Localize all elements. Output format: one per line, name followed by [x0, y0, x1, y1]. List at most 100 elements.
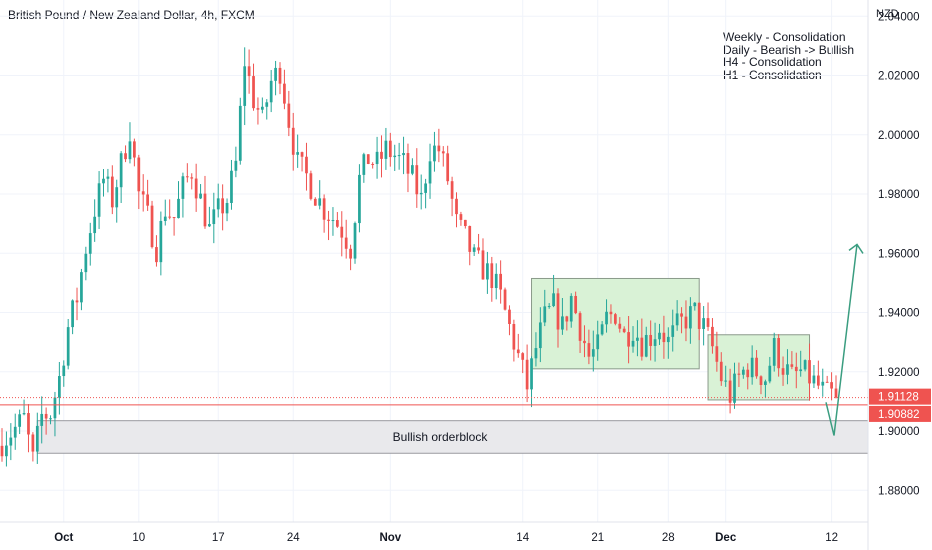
candle-body	[786, 364, 789, 375]
candle-body	[671, 325, 675, 337]
candle-body	[102, 178, 105, 184]
candle-body	[163, 216, 167, 221]
candle-body	[375, 151, 379, 165]
candle-body	[185, 176, 189, 178]
candle-body	[278, 67, 282, 84]
candle-body	[18, 414, 22, 427]
candle-body	[380, 151, 383, 159]
candle-body	[830, 382, 833, 389]
candle-body	[636, 337, 639, 341]
candle-body	[525, 359, 529, 390]
candle-body	[759, 376, 763, 385]
candle-body	[764, 381, 767, 385]
candle-body	[225, 202, 229, 214]
candle-body	[159, 220, 163, 263]
candle-body	[724, 380, 728, 382]
candle-body	[181, 176, 185, 199]
candle-body	[437, 145, 441, 152]
candle-body	[252, 76, 255, 109]
candle-body	[494, 273, 498, 289]
candle-body	[362, 154, 366, 175]
candle-body	[808, 360, 811, 384]
candle-body	[684, 316, 688, 329]
candle-body	[388, 140, 392, 158]
chart-title: British Pound / New Zealand Dollar, 4h, …	[8, 8, 255, 22]
candle-body	[411, 165, 414, 174]
candle-body	[512, 324, 516, 350]
candle-body	[574, 295, 578, 314]
candle-body	[71, 300, 74, 328]
candle-body	[538, 322, 542, 349]
candle-body	[640, 337, 644, 357]
price-badge	[869, 405, 931, 422]
candle-body	[291, 127, 295, 155]
candle-body	[5, 445, 8, 457]
candle-body	[53, 397, 57, 419]
candle-body	[468, 226, 472, 252]
note-daily: Daily - Bearish -> Bullish	[723, 42, 855, 57]
candle-body	[137, 157, 141, 192]
candle-body	[777, 338, 781, 369]
candle-body	[177, 198, 180, 219]
candle-body	[172, 217, 176, 219]
candle-body	[62, 365, 66, 377]
candle-body	[57, 376, 61, 398]
candle-body	[556, 293, 560, 330]
candle-body	[622, 328, 626, 333]
candle-body	[110, 176, 114, 208]
candle-body	[821, 381, 825, 386]
candle-body	[733, 373, 736, 403]
projection-arrow	[825, 244, 858, 436]
candle-body	[587, 343, 591, 357]
candle-body	[613, 314, 617, 324]
candle-body	[318, 198, 322, 206]
candle-body	[812, 375, 816, 384]
candle-body	[397, 155, 401, 157]
candle-body	[216, 198, 220, 210]
candle-body	[530, 358, 533, 390]
candle-body	[433, 145, 436, 162]
candle-body	[508, 309, 511, 325]
candle-body	[746, 369, 750, 378]
candle-body	[446, 153, 450, 182]
candle-body	[658, 332, 661, 340]
candle-body	[689, 306, 692, 329]
candle-body	[49, 418, 52, 420]
candle-body	[441, 151, 445, 154]
y-tick-label: 1.92000	[878, 367, 920, 379]
candle-body	[605, 311, 608, 325]
candle-body	[697, 302, 701, 329]
y-tick-label: 1.96000	[878, 248, 920, 260]
candle-body	[455, 198, 458, 215]
candle-body	[13, 426, 17, 438]
candle-body	[133, 141, 136, 158]
candle-body	[84, 253, 88, 273]
candle-body	[190, 177, 194, 179]
candle-body	[309, 173, 313, 199]
candle-body	[675, 313, 679, 326]
candle-body	[106, 176, 110, 179]
candle-body	[124, 153, 127, 160]
y-tick-label: 1.98000	[878, 189, 920, 201]
candle-body	[313, 198, 317, 206]
candle-body	[406, 153, 410, 174]
candle-body	[331, 220, 335, 222]
candle-body	[305, 156, 308, 174]
candle-body	[80, 272, 83, 303]
candle-body	[715, 346, 719, 362]
candle-body	[521, 353, 525, 360]
candle-body	[260, 106, 264, 110]
candle-body	[737, 373, 741, 375]
note-weekly: Weekly - Consolidation	[723, 30, 846, 44]
candle-body	[199, 193, 202, 199]
candle-body	[212, 209, 216, 225]
x-tick-label: Dec	[715, 532, 737, 544]
candle-body	[481, 250, 485, 280]
candle-body	[93, 216, 97, 234]
candle-body	[230, 170, 233, 203]
candle-body	[128, 141, 132, 160]
candle-body	[561, 316, 564, 330]
candle-body	[428, 161, 432, 184]
